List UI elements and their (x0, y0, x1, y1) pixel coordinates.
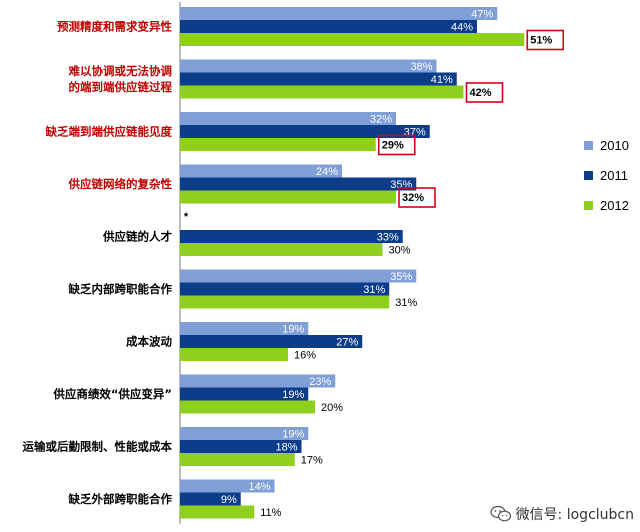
highlight-box (377, 134, 416, 156)
category-label: 运输或后勤限制、性能或成本 (23, 440, 173, 454)
data-label: 33% (377, 232, 399, 244)
bar-2011 (180, 282, 390, 296)
highlight-box (398, 187, 436, 208)
bar-2012 (180, 138, 376, 151)
data-label: 41% (431, 74, 453, 86)
category-group: 供应链的人才 33%30% * (102, 211, 411, 257)
data-label: 20% (321, 402, 343, 414)
data-label: 19% (282, 324, 304, 336)
category-group: 成本波动 19% 27% 16% (126, 322, 363, 362)
data-label: 29% (382, 140, 404, 152)
legend-label: 2012 (600, 198, 629, 213)
bar-2012 (180, 85, 464, 99)
bar-2011 (180, 20, 477, 33)
data-label: 24% (316, 166, 338, 178)
category-group: 供应商绩效“供应变异” 23% 19% 20% (52, 374, 343, 414)
bar-2011 (180, 492, 241, 506)
legend-label: 2011 (600, 168, 628, 183)
category-group: 供应链网络的复杂性 24% 35%32% (68, 164, 436, 208)
bar-2010 (180, 164, 342, 178)
watermark-text: 微信号: logclubcn (515, 507, 634, 523)
data-label: 42% (470, 87, 492, 99)
bar-2012 (180, 453, 295, 466)
bar-2012 (180, 400, 315, 414)
category-label: 供应链的人才 (102, 230, 172, 244)
legend-item: 2012 (584, 198, 629, 213)
category-label: 的端到端供应链过程 (69, 80, 173, 94)
bar-2012 (180, 33, 525, 46)
data-label: 9% (221, 494, 237, 506)
category-label: 缺乏外部跨职能合作 (68, 492, 173, 506)
bar-2011 (180, 72, 457, 86)
bar-2010 (180, 479, 275, 493)
annotation-asterisk: * (184, 211, 189, 223)
data-label: 27% (336, 337, 358, 349)
bar-2010 (180, 269, 417, 283)
data-label: 19% (282, 389, 304, 401)
data-label: 31% (395, 297, 417, 309)
bar-2010 (180, 322, 309, 335)
legend: 2010 2011 2012 (584, 138, 629, 213)
category-label: 预测精度和需求变异性 (57, 20, 172, 34)
highlight-box (465, 82, 504, 103)
bar-2011 (180, 387, 309, 401)
bar-2011 (180, 440, 302, 453)
category-group: 缺乏外部跨职能合作 14% 9% 11% (68, 479, 282, 519)
data-label: 18% (275, 442, 297, 454)
wechat-icon (489, 505, 511, 522)
data-label: 32% (402, 192, 424, 204)
bar-2010 (180, 112, 396, 125)
category-group: 缺乏内部跨职能合作 35% 31% 31% (68, 269, 417, 309)
bar-2010 (180, 427, 309, 440)
bar-2012 (180, 243, 383, 256)
data-label: 38% (410, 61, 432, 73)
highlight-box (526, 29, 565, 51)
bar-2010 (180, 59, 437, 73)
bar-2011 (180, 230, 403, 243)
data-label: 17% (301, 455, 323, 467)
legend-swatch (584, 201, 593, 210)
legend-swatch (584, 171, 593, 180)
data-label: 19% (282, 429, 304, 441)
data-label: 32% (370, 114, 392, 126)
bar-2010 (180, 374, 336, 388)
data-label: 23% (309, 376, 331, 388)
legend-item: 2011 (584, 168, 628, 183)
data-label: 44% (451, 22, 473, 34)
data-label: 51% (530, 35, 552, 47)
bar-2011 (180, 125, 430, 138)
category-label: 缺乏端到端供应链能见度 (45, 125, 173, 139)
category-label: 供应链网络的复杂性 (68, 177, 173, 191)
data-label: 35% (390, 271, 412, 283)
category-label: 缺乏内部跨职能合作 (68, 282, 173, 296)
data-label: 14% (248, 481, 270, 493)
legend-label: 2010 (600, 138, 629, 153)
bar-2012 (180, 348, 288, 361)
bar-2011 (180, 335, 363, 348)
bar-2012 (180, 295, 390, 309)
bar-2012 (180, 505, 255, 519)
category-label: 成本波动 (126, 335, 172, 349)
bar-2011 (180, 177, 417, 191)
data-label: 30% (389, 245, 411, 257)
category-label: 供应商绩效“供应变异” (52, 387, 172, 401)
data-label: 35% (390, 179, 412, 191)
category-group: 运输或后勤限制、性能或成本 19%18% 17% (23, 427, 323, 467)
bar-2012 (180, 190, 396, 204)
legend-swatch (584, 141, 593, 150)
category-label: 难以协调或无法协调 (68, 64, 173, 78)
data-label: 47% (471, 9, 493, 21)
category-group: 预测精度和需求变异性 47%44% 51% (57, 7, 565, 51)
data-label: 16% (294, 350, 316, 362)
bar-2010 (180, 7, 498, 20)
legend-item: 2010 (584, 138, 629, 153)
data-label: 31% (363, 284, 385, 296)
data-label: 11% (260, 507, 281, 519)
watermark: 微信号: logclubcn (489, 504, 634, 524)
